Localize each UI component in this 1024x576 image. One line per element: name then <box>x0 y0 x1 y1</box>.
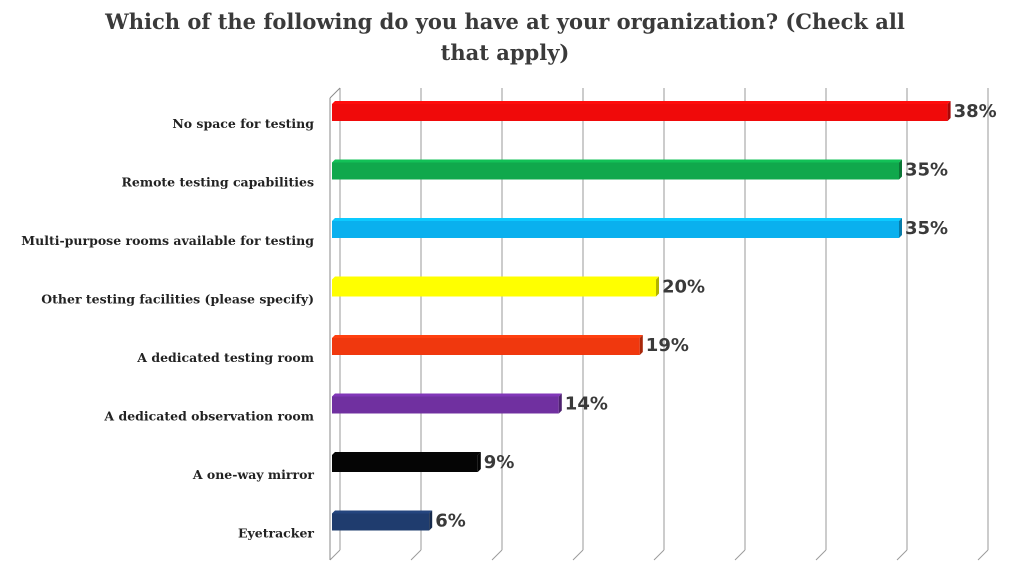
bar-top-face <box>332 393 562 397</box>
data-label: 14% <box>565 394 608 415</box>
bar-top-face <box>332 510 433 514</box>
data-label: 35% <box>905 160 948 181</box>
data-label: 38% <box>954 101 997 122</box>
bar-front-face <box>332 221 899 238</box>
category-label: A one-way mirror <box>192 467 315 482</box>
bar <box>332 452 481 472</box>
data-label: 20% <box>662 277 705 298</box>
category-label: Remote testing capabilities <box>122 175 315 190</box>
bar <box>332 159 902 180</box>
gridlines <box>329 88 989 561</box>
data-label: 6% <box>435 511 466 532</box>
bar <box>332 101 951 121</box>
category-label: A dedicated testing room <box>136 350 314 365</box>
bar-end-face <box>429 510 433 531</box>
bar-top-face <box>332 452 481 455</box>
bar-front-face <box>332 513 430 531</box>
category-label: Other testing facilities (please specify… <box>41 292 314 307</box>
bar-top-face <box>332 276 659 280</box>
bar <box>332 276 659 297</box>
category-label: A dedicated observation room <box>103 409 314 424</box>
bar-end-face <box>899 159 902 180</box>
data-label: 19% <box>646 335 689 356</box>
bar-front-face <box>332 455 478 472</box>
bar-end-face <box>639 335 643 355</box>
y-axis-top-edge <box>329 87 341 99</box>
bar <box>332 393 562 414</box>
data-label: 35% <box>905 218 948 239</box>
bar-top-face <box>332 335 643 338</box>
bar-front-face <box>332 162 899 180</box>
category-label: Multi-purpose rooms available for testin… <box>21 233 314 248</box>
bar-end-face <box>656 276 659 297</box>
bar-front-face <box>332 279 656 297</box>
bar-top-face <box>332 218 902 221</box>
axis-wall <box>329 87 341 560</box>
bar-front-face <box>332 396 559 414</box>
category-label: Eyetracker <box>238 526 314 541</box>
gridline-floor <box>410 549 422 561</box>
bar-top-face <box>332 159 902 163</box>
bar-end-face <box>477 452 481 472</box>
gridline-floor <box>896 549 908 561</box>
data-label: 9% <box>484 452 515 473</box>
bar <box>332 335 643 355</box>
chart-title: Which of the following do you have at yo… <box>105 9 905 65</box>
gridline-floor <box>491 549 503 561</box>
gridline-floor <box>329 549 341 561</box>
bar <box>332 218 902 238</box>
bar-top-face <box>332 101 951 104</box>
bar-front-face <box>332 338 640 355</box>
bar-end-face <box>899 218 902 238</box>
bar-end-face <box>558 393 562 414</box>
gridline-floor <box>734 549 746 561</box>
gridline-floor <box>572 549 584 561</box>
bar <box>332 510 433 531</box>
gridline-floor <box>815 549 827 561</box>
gridline-floor <box>977 549 989 561</box>
gridline-floor <box>653 549 665 561</box>
bar-front-face <box>332 104 948 121</box>
bar-end-face <box>947 101 951 121</box>
category-label: No space for testing <box>172 116 314 131</box>
